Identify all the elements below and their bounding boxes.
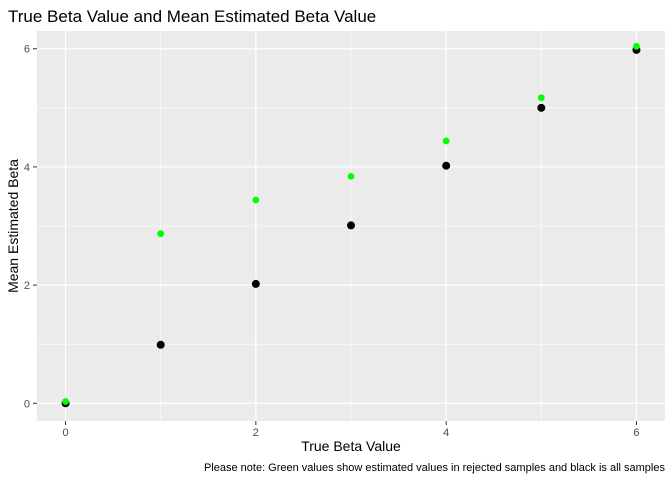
- y-tick-label: 6: [24, 44, 30, 56]
- data-point-green: [347, 172, 355, 180]
- x-axis-label: True Beta Value: [301, 438, 401, 454]
- x-tick-label: 2: [253, 427, 259, 439]
- data-point-green: [442, 137, 450, 145]
- data-points: [61, 42, 641, 408]
- major-gridlines: [37, 31, 665, 421]
- data-point-green: [537, 94, 545, 102]
- y-axis-ticks: 0 2 4 6: [24, 44, 37, 410]
- chart-caption: Please note: Green values show estimated…: [204, 462, 666, 474]
- data-point-black: [347, 221, 355, 230]
- data-point-black: [442, 161, 451, 170]
- data-point-green: [252, 196, 260, 204]
- y-axis-label: Mean Estimated Beta: [5, 159, 21, 293]
- y-tick-label: 2: [24, 280, 30, 292]
- data-point-black: [251, 279, 260, 288]
- data-point-green: [633, 42, 640, 50]
- data-point-black: [156, 340, 165, 349]
- data-point-black: [537, 103, 546, 112]
- y-tick-label: 0: [24, 398, 30, 410]
- chart-title: True Beta Value and Mean Estimated Beta …: [8, 7, 376, 26]
- x-axis-ticks: 0 2 4 6: [62, 421, 640, 439]
- data-point-green: [157, 230, 165, 238]
- data-point-green: [62, 398, 69, 405]
- x-tick-label: 6: [633, 427, 639, 439]
- x-tick-label: 0: [62, 427, 68, 439]
- y-tick-label: 4: [24, 162, 30, 174]
- x-tick-label: 4: [443, 427, 449, 439]
